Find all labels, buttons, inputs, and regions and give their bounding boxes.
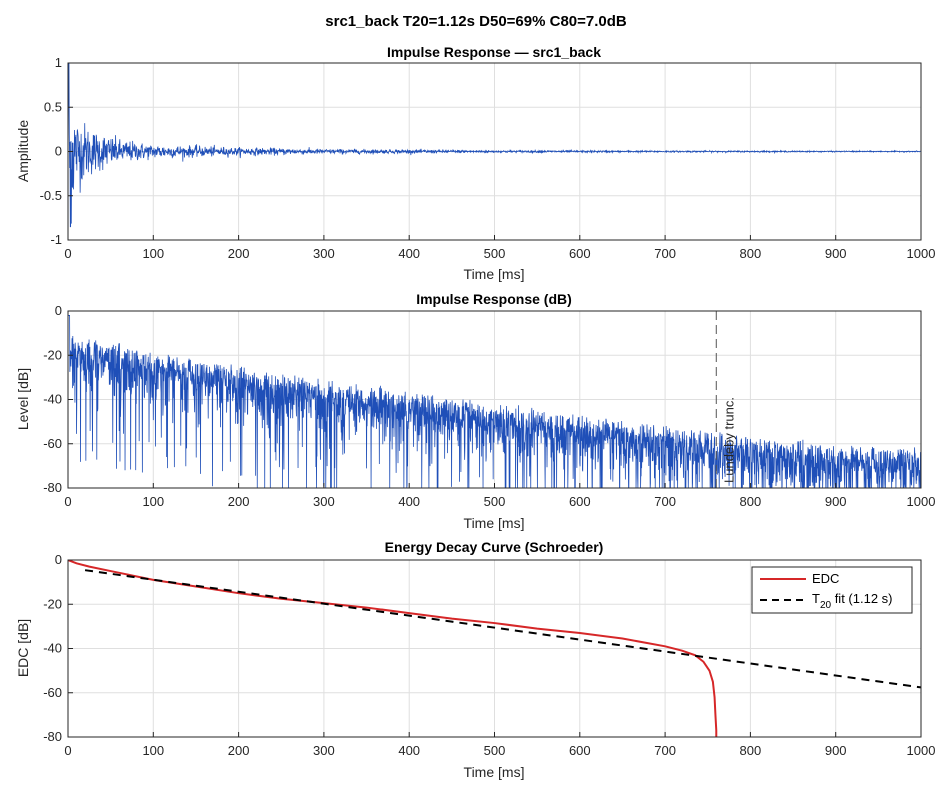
figure-suptitle: src1_back T20=1.12s D50=69% C80=7.0dB [325,13,627,30]
legend-fit-sub: 20 [820,600,832,611]
x-axis-label: Time [ms] [464,515,525,531]
x-tick-label: 200 [228,743,250,758]
y-tick-label: -40 [43,641,62,656]
y-tick-label: -60 [43,685,62,700]
y-tick-label: -0.5 [40,188,62,203]
x-axis-label: Time [ms] [464,764,525,780]
x-tick-label: 700 [654,743,676,758]
y-tick-label: -20 [43,596,62,611]
legend-fit-rest: fit (1.12 s) [831,591,892,606]
tick-labels: 0 100 200 300 400 500 600 700 800 900 1000 -80 -60 -4… [43,303,935,509]
legend: EDC T20 fit (1.12 s) [751,566,913,614]
plot-energy-decay-curve: Energy Decay Curve (Schroeder) 0 100 200 30… [15,539,935,780]
x-tick-label: 400 [398,246,420,261]
annotation-layer: Lundeby trunc. [715,311,736,488]
y-tick-label: 0.5 [44,99,62,114]
edc-line [68,560,718,737]
x-tick-label: 400 [398,743,420,758]
legend-fit-main: T [812,591,820,606]
x-tick-label: 400 [398,494,420,509]
y-tick-label: 0 [55,552,62,567]
y-axis-label: EDC [dB] [15,619,31,677]
x-tick-label: 700 [654,246,676,261]
x-tick-label: 900 [825,743,847,758]
y-tick-label: -40 [43,392,62,407]
x-tick-label: 100 [142,246,164,261]
y-tick-label: -80 [43,729,62,744]
x-tick-label: 300 [313,743,335,758]
x-tick-label: 600 [569,246,591,261]
ir-amplitude-line [68,63,921,228]
x-tick-label: 200 [228,494,250,509]
y-tick-label: 0 [55,303,62,318]
x-tick-label: 600 [569,494,591,509]
y-tick-label: -20 [43,347,62,362]
ir-level-line [68,315,921,488]
plot-title: Energy Decay Curve (Schroeder) [385,539,604,555]
y-tick-label: -60 [43,436,62,451]
x-tick-label: 200 [228,246,250,261]
x-tick-label: 0 [64,494,71,509]
plot-impulse-response-db: Impulse Response (dB) Lundeby trunc. 0 10… [15,291,935,531]
x-tick-label: 600 [569,743,591,758]
x-tick-label: 0 [64,246,71,261]
x-axis-label: Time [ms] [464,266,525,282]
x-tick-label: 300 [313,494,335,509]
series-layer [68,63,921,228]
tick-labels: 0 100 200 300 400 500 600 700 800 900 1000-80-60-4… [43,552,935,758]
plot-title: Impulse Response — src1_back [387,44,601,60]
plot-title: Impulse Response (dB) [416,291,572,307]
x-tick-label: 800 [740,246,762,261]
x-tick-label: 0 [64,743,71,758]
x-tick-label: 900 [825,246,847,261]
x-tick-label: 500 [484,246,506,261]
series-layer [68,315,921,488]
x-tick-label: 100 [142,494,164,509]
plot-impulse-response: Impulse Response — src1_back 0 100 200 300 4… [15,44,935,282]
y-axis-label: Amplitude [15,120,31,182]
series-layer [68,560,921,737]
x-tick-label: 900 [825,494,847,509]
x-tick-label: 300 [313,246,335,261]
t20-fit-line [84,569,921,689]
y-tick-label: 0 [55,144,62,159]
y-axis-label: Level [dB] [15,368,31,430]
y-tick-label: 1 [55,55,62,70]
x-tick-label: 800 [740,494,762,509]
legend-fit-label: T20 fit (1.12 s) [812,591,893,611]
x-tick-label: 700 [654,494,676,509]
tick-labels: 0 100 200 300 400 500 600 700 800 900 1000 -1 -0.5 0 0… [40,55,936,261]
x-tick-label: 500 [484,743,506,758]
lundeby-marker-label: Lundeby trunc. [721,397,736,483]
y-tick-label: -80 [43,480,62,495]
y-tick-label: -1 [50,232,62,247]
grid [68,311,921,488]
legend-edc-label: EDC [812,571,839,586]
legend-box [751,566,913,614]
x-tick-label: 800 [740,743,762,758]
x-tick-label: 1000 [907,246,936,261]
x-tick-label: 100 [142,743,164,758]
x-tick-label: 500 [484,494,506,509]
x-tick-label: 1000 [907,743,936,758]
x-tick-label: 1000 [907,494,936,509]
